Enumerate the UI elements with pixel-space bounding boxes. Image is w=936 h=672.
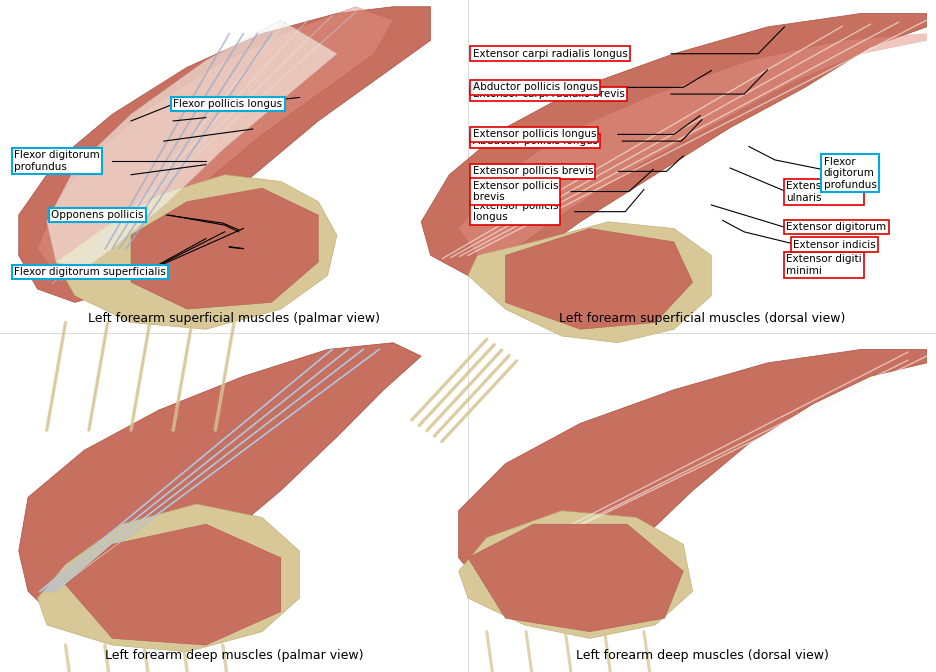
Polygon shape bbox=[37, 7, 393, 282]
Text: Extensor carpi
ulnaris: Extensor carpi ulnaris bbox=[786, 181, 862, 203]
Polygon shape bbox=[56, 175, 337, 329]
Text: Extensor carpi radialis brevis: Extensor carpi radialis brevis bbox=[473, 89, 624, 99]
Text: Extensor digitorum: Extensor digitorum bbox=[786, 222, 886, 232]
Polygon shape bbox=[459, 34, 927, 255]
Text: Left forearm superficial muscles (palmar view): Left forearm superficial muscles (palmar… bbox=[88, 312, 380, 325]
Polygon shape bbox=[468, 524, 683, 632]
Polygon shape bbox=[47, 20, 337, 269]
Text: Flexor digitorum
profundus: Flexor digitorum profundus bbox=[14, 151, 100, 172]
Text: Left forearm deep muscles (dorsal view): Left forearm deep muscles (dorsal view) bbox=[576, 649, 828, 662]
Text: Extensor pollicis brevis: Extensor pollicis brevis bbox=[473, 167, 593, 176]
Text: Extensor pollicis longus: Extensor pollicis longus bbox=[473, 130, 596, 139]
Polygon shape bbox=[459, 511, 693, 638]
Text: Extensor digiti
minimi: Extensor digiti minimi bbox=[786, 254, 862, 276]
Text: Extensor indicis: Extensor indicis bbox=[793, 240, 875, 249]
Text: Flexor pollicis longus: Flexor pollicis longus bbox=[173, 99, 283, 109]
Polygon shape bbox=[505, 228, 693, 329]
Text: Flexor digitorum superficialis: Flexor digitorum superficialis bbox=[14, 267, 166, 277]
Text: Extensor pollicis
longus: Extensor pollicis longus bbox=[473, 201, 558, 222]
Polygon shape bbox=[66, 524, 281, 645]
Text: Left forearm superficial muscles (dorsal view): Left forearm superficial muscles (dorsal… bbox=[559, 312, 845, 325]
Text: Extensor carpi radialis longus: Extensor carpi radialis longus bbox=[473, 49, 627, 58]
Text: Extensor pollicis
brevis: Extensor pollicis brevis bbox=[473, 181, 558, 202]
Text: Opponens pollicis: Opponens pollicis bbox=[51, 210, 144, 220]
Polygon shape bbox=[459, 349, 927, 605]
Polygon shape bbox=[131, 188, 318, 309]
Polygon shape bbox=[19, 7, 431, 302]
Text: Abductor pollicis longus: Abductor pollicis longus bbox=[473, 83, 598, 92]
Polygon shape bbox=[468, 222, 711, 343]
Polygon shape bbox=[421, 13, 927, 276]
Text: Flexor
digitorum
profundus: Flexor digitorum profundus bbox=[824, 157, 876, 190]
Polygon shape bbox=[19, 343, 421, 625]
Polygon shape bbox=[37, 504, 300, 652]
Text: Left forearm deep muscles (palmar view): Left forearm deep muscles (palmar view) bbox=[105, 649, 363, 662]
Text: Abductor pollicis longus: Abductor pollicis longus bbox=[473, 136, 598, 146]
